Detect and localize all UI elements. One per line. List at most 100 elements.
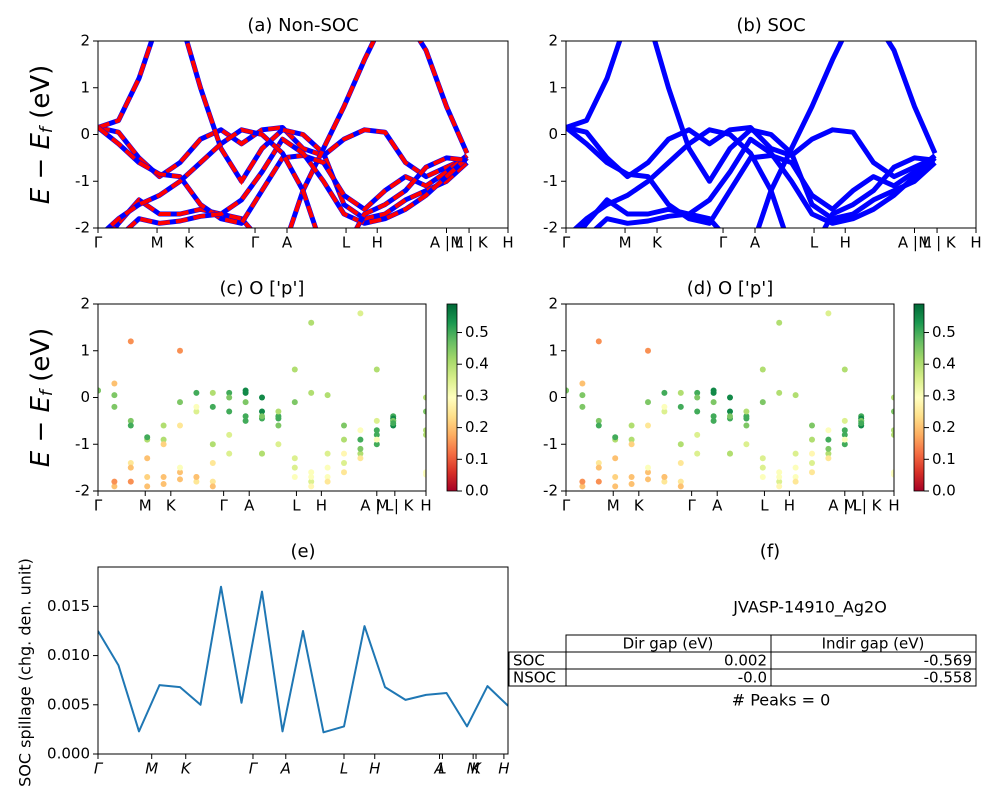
x-tick-label: A | L xyxy=(430,234,464,252)
x-tick-label: A | L xyxy=(360,497,394,515)
x-tick-label: H xyxy=(316,497,327,515)
projection-point xyxy=(226,394,233,401)
projection-point xyxy=(275,441,282,448)
x-tick-label: M xyxy=(145,760,158,778)
y-tick-label: 0 xyxy=(80,125,90,143)
projection-point xyxy=(111,380,118,387)
projection-point xyxy=(209,403,216,410)
projection-point xyxy=(825,427,832,434)
projection-point xyxy=(595,417,602,424)
projection-point xyxy=(193,473,200,480)
projection-point xyxy=(727,394,733,401)
table-cell: -0.558 xyxy=(924,669,972,687)
projection-point xyxy=(825,445,832,452)
axes-frame xyxy=(565,303,895,492)
projection-point xyxy=(160,441,167,448)
colorbar-tick-label: 0.0 xyxy=(465,482,489,500)
x-tick-label: H xyxy=(840,234,851,252)
y-tick-label: -1 xyxy=(543,435,558,453)
projection-point xyxy=(710,417,717,424)
panel-title: (a) Non-SOC xyxy=(247,15,358,36)
projection-point xyxy=(645,464,651,471)
y-tick-label: 0.015 xyxy=(47,597,90,615)
y-axis-label: E − Ef (eV) xyxy=(26,328,58,468)
y-axis-label-part: (eV) xyxy=(26,328,56,390)
projection-point xyxy=(579,483,586,490)
projection-point xyxy=(390,420,397,427)
x-tick-label: H xyxy=(420,497,431,515)
x-tick-label: Γ xyxy=(249,760,259,778)
projection-point xyxy=(841,427,848,434)
projection-point xyxy=(144,473,151,480)
projection-point xyxy=(661,473,668,480)
projection-point xyxy=(743,422,750,429)
projection-point xyxy=(291,366,298,373)
x-tick-label: H xyxy=(888,497,899,515)
projection-point xyxy=(177,464,183,471)
x-tick-label: A xyxy=(750,234,761,252)
projection-point xyxy=(373,366,380,373)
projection-point xyxy=(776,483,783,490)
projection-point xyxy=(595,422,602,429)
projection-point xyxy=(776,319,783,326)
projection-point xyxy=(566,387,569,394)
y-tick-label: 2 xyxy=(80,295,90,313)
row-label: SOC xyxy=(513,652,545,670)
x-tick-label: Γ xyxy=(687,497,696,515)
projection-point xyxy=(324,478,331,485)
projection-point xyxy=(226,408,233,415)
projection-point xyxy=(841,441,848,448)
colorbar-tick-label: 0.2 xyxy=(465,418,489,436)
projection-point xyxy=(308,483,315,490)
projection-point xyxy=(98,387,101,394)
y-tick-label: -1 xyxy=(75,435,90,453)
colorbar-tick-label: 0.3 xyxy=(932,386,956,404)
projection-point xyxy=(595,459,602,466)
x-tick-label: M xyxy=(607,497,620,515)
projection-point xyxy=(645,422,651,429)
projection-point xyxy=(160,422,167,429)
projection-point xyxy=(793,278,799,284)
projection-point xyxy=(209,441,216,448)
table-heading: JVASP-14910_Ag2O xyxy=(732,598,887,618)
projection-point xyxy=(226,431,233,438)
projection-point xyxy=(809,422,815,429)
x-tick-label: M xyxy=(619,234,632,252)
projection-point xyxy=(677,483,684,490)
y-axis-label-part: f xyxy=(37,387,57,396)
projection-point xyxy=(792,473,799,480)
projection-point xyxy=(325,278,331,284)
projection-point xyxy=(341,459,347,466)
x-tick-label: Γ xyxy=(94,234,103,252)
projection-point xyxy=(177,422,183,429)
x-tick-label: L xyxy=(340,760,348,778)
projection-point xyxy=(809,436,815,443)
projection-point xyxy=(628,436,635,443)
projection-point xyxy=(579,392,586,399)
projection-point xyxy=(177,469,183,476)
projection-point xyxy=(645,399,651,406)
x-tick-label: A xyxy=(280,760,291,778)
x-tick-label: M xyxy=(467,760,480,778)
table-cell: 0.002 xyxy=(724,652,767,670)
x-tick-label: M xyxy=(139,497,152,515)
y-tick-label: 1 xyxy=(548,78,558,96)
projection-point xyxy=(357,455,364,462)
x-tick-label: K xyxy=(471,760,482,778)
projection-point xyxy=(275,408,282,415)
projection-point xyxy=(144,434,151,441)
colorbar-tick-label: 0.1 xyxy=(465,450,489,468)
x-tick-label: H xyxy=(784,497,795,515)
plot-area xyxy=(566,278,894,490)
y-axis-label: SOC spillage (chg. den. unit) xyxy=(16,558,35,787)
projection-point xyxy=(259,413,265,420)
x-tick-label: A xyxy=(282,234,293,252)
projection-point xyxy=(373,441,380,448)
y-tick-label: -1 xyxy=(75,172,90,190)
y-axis-label-part: (eV) xyxy=(26,65,56,127)
projection-point xyxy=(127,459,134,466)
projection-point xyxy=(612,473,619,480)
projection-point xyxy=(242,417,249,424)
projection-point xyxy=(111,483,118,490)
